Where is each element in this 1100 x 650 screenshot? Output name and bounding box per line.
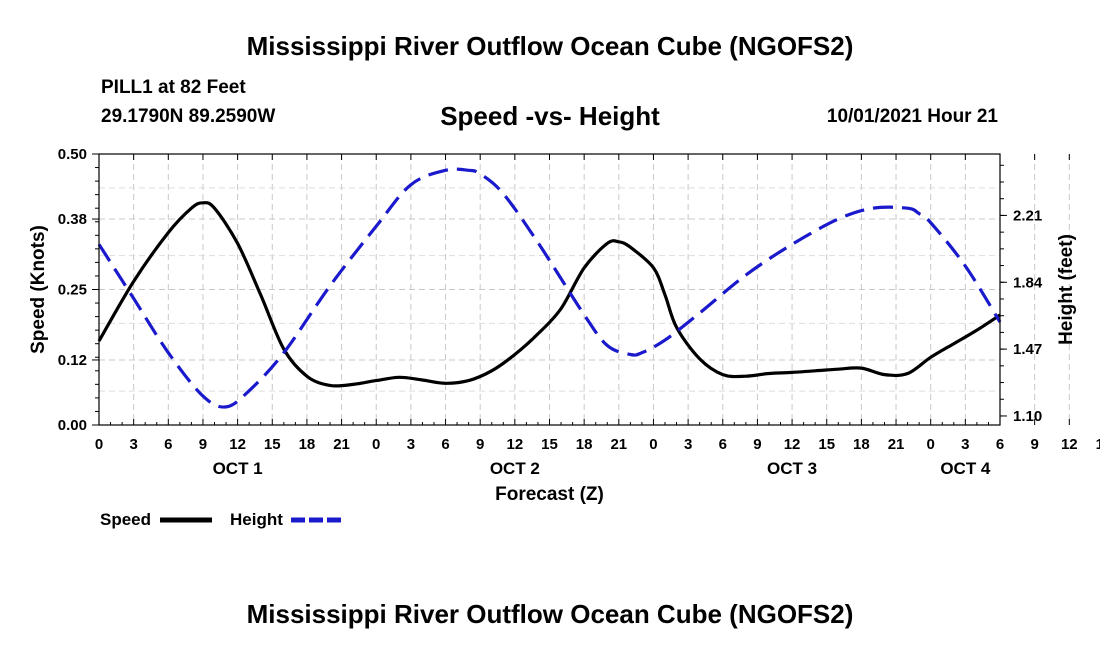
legend-label-height: Height [230,510,283,529]
x-tick-label: 18 [299,436,316,453]
y-left-tick-label: 0.25 [58,282,87,299]
x-tick-label: 12 [229,436,246,453]
series-lines [97,167,1002,409]
x-tick-label: 18 [576,436,593,453]
x-axis-label: Forecast (Z) [495,484,604,505]
forecast-datetime: 10/01/2021 Hour 21 [826,106,998,127]
x-tick-label: 9 [199,436,207,453]
y-left-tick-label: 0.00 [58,417,87,434]
x-tick-label: 3 [407,436,415,453]
x-tick-label: 15 [541,436,558,453]
y-right-tick-label: 1.84 [1013,274,1043,291]
x-tick-label: 6 [996,436,1004,453]
coordinates-label: 29.1790N 89.2590W [101,106,276,127]
day-label: OCT 3 [767,459,817,478]
grid [99,154,1070,425]
y-left-tick-label: 0.38 [58,211,87,228]
x-tick-label: 9 [1030,436,1038,453]
y-right-tick-label: 2.21 [1013,207,1042,224]
x-tick-label: 0 [95,436,103,453]
y-left-axis-label: Speed (Knots) [28,225,49,354]
x-tick-label: 3 [129,436,137,453]
day-label: OCT 4 [940,459,991,478]
x-tick-label: 12 [784,436,801,453]
x-tick-label: 12 [507,436,524,453]
day-label: OCT 2 [490,459,540,478]
y-right-axis-label: Height (feet) [1056,234,1077,345]
x-tick-label: 0 [649,436,657,453]
x-tick-label: 15 [264,436,281,453]
x-tick-label: 3 [684,436,692,453]
series-line-height [97,167,1002,409]
x-tick-label: 9 [476,436,484,453]
x-tick-label: 15 [1096,436,1100,453]
series-line-speed [97,201,1001,388]
x-tick-label: 6 [164,436,172,453]
day-label: OCT 1 [213,459,263,478]
x-tick-label: 6 [719,436,727,453]
x-tick-label: 21 [610,436,627,453]
y-left-tick-label: 0.50 [58,146,87,163]
x-tick-label: 0 [927,436,935,453]
x-tick-label: 3 [961,436,969,453]
x-tick-label: 21 [333,436,350,453]
axes: 0 3 6 9 12 15 18 21 0 3 6 9 12 15 18 21 0 3 6 9 12 15 18 21 0 3 6 9… [28,146,1100,505]
x-tick-label: 0 [372,436,380,453]
x-tick-label: 15 [818,436,835,453]
y-right-tick-label: 1.47 [1013,341,1042,358]
x-tick-label: 21 [888,436,905,453]
footer-title: Mississippi River Outflow Ocean Cube (NG… [246,599,854,629]
station-label: PILL1 at 82 Feet [101,77,246,98]
legend: Speed Height [100,510,343,529]
chart-subtitle: Speed -vs- Height [440,101,660,131]
x-tick-label: 9 [753,436,761,453]
x-tick-label: 6 [441,436,449,453]
x-tick-label: 12 [1061,436,1078,453]
legend-label-speed: Speed [100,510,151,529]
chart-title: Mississippi River Outflow Ocean Cube (NG… [246,31,854,61]
x-tick-label: 18 [853,436,870,453]
y-left-tick-label: 0.12 [58,352,87,369]
y-right-tick-label: 1.10 [1013,408,1042,425]
